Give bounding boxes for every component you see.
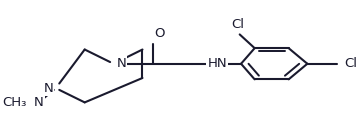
Text: O: O: [154, 27, 165, 40]
Text: N: N: [43, 82, 53, 95]
Text: Cl: Cl: [344, 57, 357, 70]
Text: CH₃: CH₃: [3, 96, 27, 109]
Text: N: N: [34, 96, 44, 109]
Text: Cl: Cl: [231, 18, 244, 31]
Text: HN: HN: [207, 57, 227, 70]
Text: N: N: [116, 57, 126, 70]
